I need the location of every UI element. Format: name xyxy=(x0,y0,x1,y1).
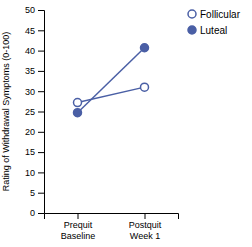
y-tick-mark xyxy=(38,10,44,11)
x-tick-label-line: Prequit xyxy=(64,220,93,230)
series xyxy=(74,83,149,106)
y-tick-label: 20 xyxy=(25,127,35,137)
y-tick-mark xyxy=(38,172,44,173)
y-tick-label: 40 xyxy=(25,46,35,56)
x-tick-label: PostquitWeek 1 xyxy=(129,220,162,240)
y-tick: 35 xyxy=(25,66,44,76)
y-tick: 30 xyxy=(25,87,44,97)
plot: 0 5 10 15 20 25 30 35 40 45 50 PrequitBaseline Postq… xyxy=(1,5,241,240)
y-tick-label: 30 xyxy=(25,87,35,97)
y-tick-mark xyxy=(38,112,44,113)
y-tick: 25 xyxy=(25,107,44,117)
x-axis: PrequitBaseline PostquitWeek 1 xyxy=(45,213,179,241)
y-tick-label: 50 xyxy=(25,5,35,15)
y-axis: 0 5 10 15 20 25 30 35 40 45 50 xyxy=(25,5,45,218)
y-tick-mark xyxy=(38,193,44,194)
chart-svg: 0 5 10 15 20 25 30 35 40 45 50 PrequitBaseline Postq… xyxy=(0,0,252,247)
x-tick-label-line: Baseline xyxy=(61,231,96,241)
legend: Follicular Luteal xyxy=(188,9,241,36)
point xyxy=(141,44,149,52)
y-tick: 50 xyxy=(25,5,44,15)
point xyxy=(74,99,82,107)
series xyxy=(74,44,149,117)
legend-item: Follicular xyxy=(188,9,241,20)
y-tick-mark xyxy=(38,71,44,72)
x-tick-label: PrequitBaseline xyxy=(61,220,96,240)
y-tick-mark xyxy=(38,91,44,92)
legend-label: Follicular xyxy=(200,9,241,20)
x-tick: PostquitWeek 1 xyxy=(129,213,162,241)
legend-marker xyxy=(188,26,196,34)
marks xyxy=(74,44,149,117)
y-tick-label: 25 xyxy=(25,107,35,117)
y-tick-label: 5 xyxy=(30,188,35,198)
y-axis-line xyxy=(38,11,45,214)
point xyxy=(141,83,149,91)
y-tick-label: 0 xyxy=(30,208,35,218)
y-tick-mark xyxy=(38,51,44,52)
x-tick: PrequitBaseline xyxy=(61,213,96,241)
x-tick-label-line: Week 1 xyxy=(130,231,160,241)
legend-label: Luteal xyxy=(200,25,227,36)
x-tick-mark xyxy=(145,213,146,219)
y-tick-label: 45 xyxy=(25,26,35,36)
y-tick: 15 xyxy=(25,147,44,157)
y-tick-label: 15 xyxy=(25,147,35,157)
y-tick-mark xyxy=(38,213,44,214)
y-tick-label: 10 xyxy=(25,168,35,178)
y-axis-title: Rating of Withdrawal Symptoms (0-100) xyxy=(1,32,11,192)
series-line xyxy=(78,48,145,113)
point xyxy=(74,109,82,117)
y-tick-label: 35 xyxy=(25,66,35,76)
y-tick-mark xyxy=(38,152,44,153)
y-tick: 40 xyxy=(25,46,44,56)
y-tick: 10 xyxy=(25,168,44,178)
y-tick: 0 xyxy=(30,208,44,218)
y-tick: 45 xyxy=(25,26,44,36)
series-line xyxy=(78,87,145,102)
y-tick: 5 xyxy=(30,188,44,198)
legend-item: Luteal xyxy=(188,25,227,36)
x-tick-label-line: Postquit xyxy=(129,220,162,230)
y-tick-mark xyxy=(38,30,44,31)
chart-container: 0 5 10 15 20 25 30 35 40 45 50 PrequitBaseline Postq… xyxy=(0,0,252,247)
x-tick-mark xyxy=(78,213,79,219)
y-tick-mark xyxy=(38,132,44,133)
legend-marker xyxy=(188,10,196,18)
y-tick: 20 xyxy=(25,127,44,137)
x-axis-line xyxy=(45,214,179,220)
